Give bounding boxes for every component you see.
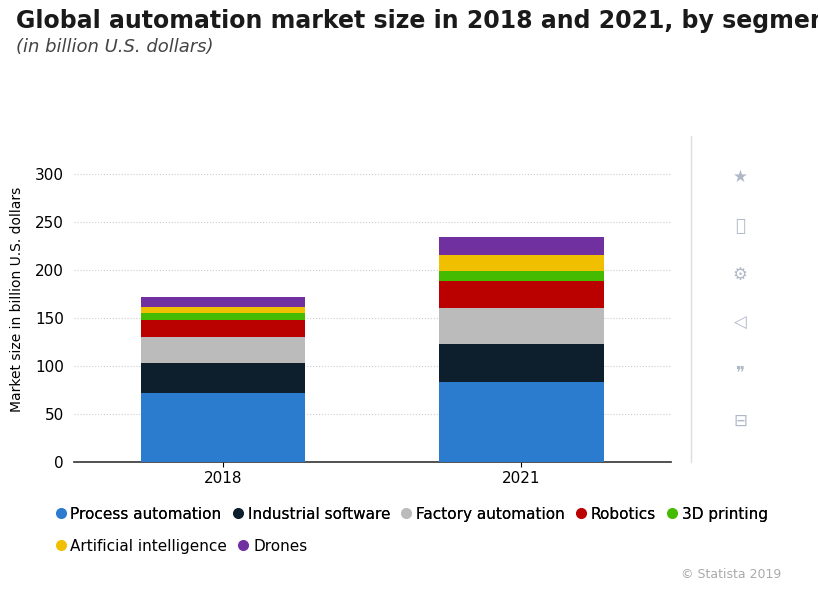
Legend: Artificial intelligence, Drones: Artificial intelligence, Drones — [56, 539, 308, 554]
Legend: Process automation, Industrial software, Factory automation, Robotics, 3D printi: Process automation, Industrial software,… — [56, 507, 768, 522]
Text: ★: ★ — [733, 168, 748, 186]
Bar — [141, 313, 305, 320]
Text: ❞: ❞ — [735, 363, 745, 381]
Bar — [141, 320, 305, 337]
Bar — [708, 156, 773, 198]
Bar — [439, 382, 604, 462]
Bar — [708, 302, 773, 345]
Text: ⚙: ⚙ — [733, 266, 748, 284]
Bar — [141, 307, 305, 313]
Bar — [439, 255, 604, 271]
Text: ◁: ◁ — [734, 314, 747, 332]
Bar — [439, 308, 604, 344]
Bar — [141, 363, 305, 393]
Text: © Statista 2019: © Statista 2019 — [681, 568, 781, 581]
Bar — [708, 400, 773, 442]
Bar — [141, 297, 305, 307]
Bar — [141, 337, 305, 363]
Y-axis label: Market size in billion U.S. dollars: Market size in billion U.S. dollars — [10, 186, 24, 411]
Bar — [708, 253, 773, 295]
Bar — [708, 351, 773, 393]
Bar — [708, 205, 773, 247]
Text: Global automation market size in 2018 and 2021, by segment: Global automation market size in 2018 an… — [16, 9, 818, 33]
Bar — [439, 237, 604, 255]
Bar — [439, 271, 604, 281]
Bar — [439, 344, 604, 382]
Text: 🔔: 🔔 — [735, 217, 745, 234]
Text: ⊟: ⊟ — [734, 412, 747, 430]
Bar — [439, 281, 604, 308]
Text: (in billion U.S. dollars): (in billion U.S. dollars) — [16, 38, 213, 56]
Bar — [141, 393, 305, 462]
